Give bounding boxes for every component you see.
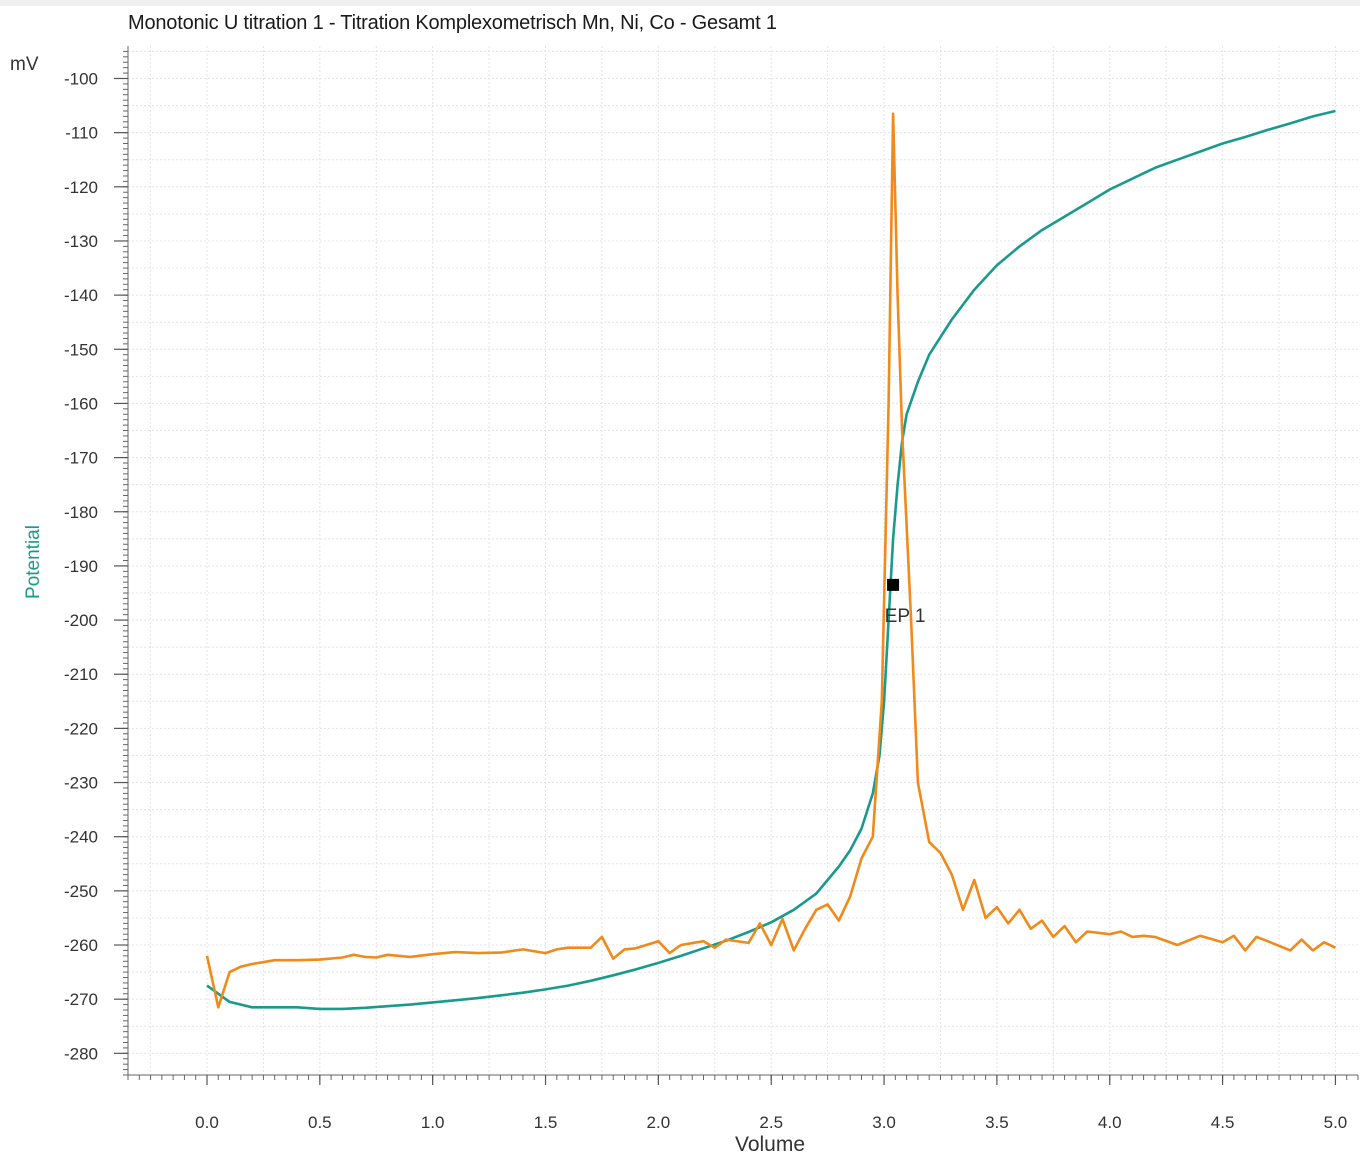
y-tick-label: -240 xyxy=(64,828,98,847)
x-minor-ticks xyxy=(127,1075,1359,1080)
y-tick-label: -280 xyxy=(64,1044,98,1063)
y-tick-label: -190 xyxy=(64,557,98,576)
x-tick-label: 2.0 xyxy=(647,1113,671,1132)
x-tick-label: 0.5 xyxy=(308,1113,332,1132)
top-strip xyxy=(0,0,1360,6)
endpoint-marker xyxy=(887,578,900,591)
y-minor-ticks xyxy=(123,50,128,1076)
x-tick-label: 2.5 xyxy=(759,1113,783,1132)
y-tick-label: -220 xyxy=(64,719,98,738)
plot-area xyxy=(128,46,1358,1075)
x-tick-label: 5.0 xyxy=(1324,1113,1348,1132)
x-tick-label: 3.0 xyxy=(872,1113,896,1132)
y-tick-label: -100 xyxy=(64,69,98,88)
endpoint-label: EP 1 xyxy=(885,606,926,627)
y-tick-label: -210 xyxy=(64,665,98,684)
y-tick-label: -160 xyxy=(64,394,98,413)
y-tick-label: -180 xyxy=(64,503,98,522)
y-tick-label: -250 xyxy=(64,882,98,901)
y-tick-label: -140 xyxy=(64,286,98,305)
y-tick-label: -110 xyxy=(65,124,98,143)
y-tick-label: -150 xyxy=(64,340,98,359)
x-tick-label: 4.5 xyxy=(1211,1113,1235,1132)
x-tick-label: 3.5 xyxy=(985,1113,1009,1132)
y-tick-label: -260 xyxy=(64,936,98,955)
y-tick-label: -270 xyxy=(64,990,98,1009)
y-tick-label: -200 xyxy=(64,611,98,630)
x-tick-label: 0.0 xyxy=(195,1113,219,1132)
y-tick-label: -230 xyxy=(64,774,98,793)
y-tick-label: -170 xyxy=(64,449,98,468)
x-axis-label: Volume xyxy=(734,1133,806,1156)
y-unit-label: mV xyxy=(10,54,39,75)
y-tick-label: -120 xyxy=(64,178,98,197)
series-line-2 xyxy=(205,112,1336,1009)
gridlines xyxy=(128,46,1358,1075)
x-tick-label: 4.0 xyxy=(1098,1113,1122,1132)
x-tick-label: 1.5 xyxy=(534,1113,558,1132)
series-line-1 xyxy=(206,109,1336,1011)
x-tick-label: 1.0 xyxy=(421,1113,445,1132)
y-tick-label: -130 xyxy=(64,232,98,251)
chart-title: Monotonic U titration 1 - Titration Komp… xyxy=(128,12,777,34)
